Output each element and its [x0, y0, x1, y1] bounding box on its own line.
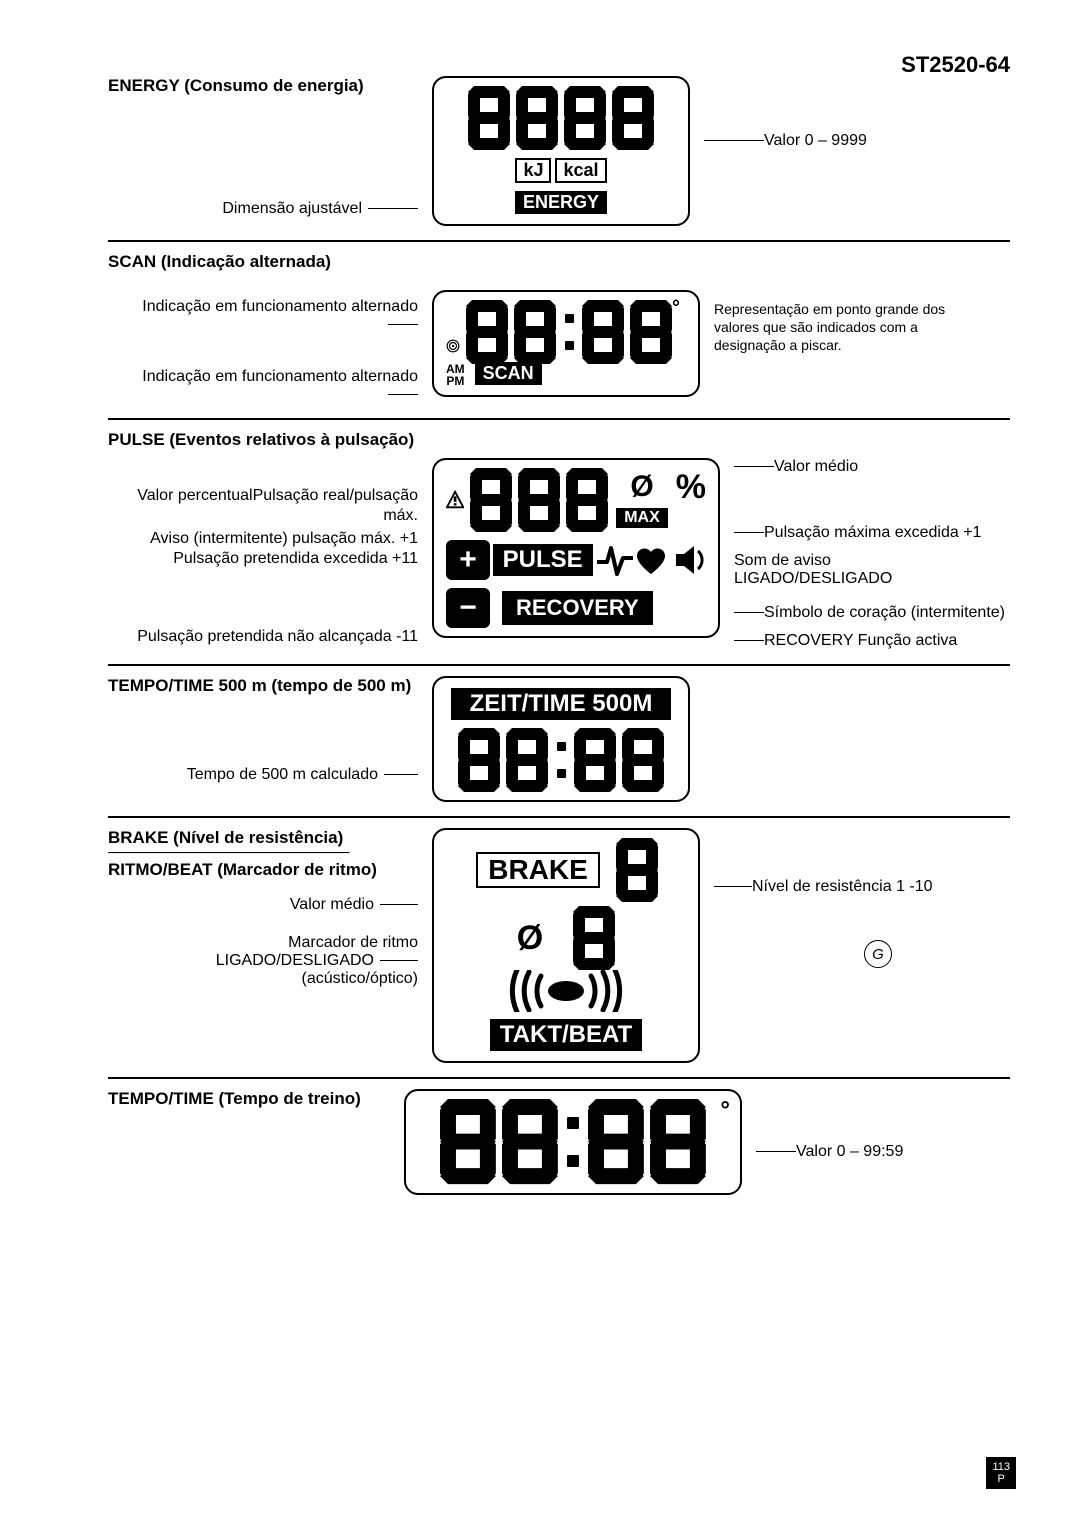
brake-avg-icon: Ø: [517, 919, 543, 958]
scan-title: SCAN (Indicação alternada): [108, 252, 1010, 272]
scan-right-text: Representação em ponto gran­de dos valor…: [714, 301, 945, 353]
speaker-icon: [676, 543, 706, 577]
page-footer: 113 P: [986, 1457, 1016, 1489]
brake-right-1: Nível de resistência 1 -10: [752, 878, 933, 895]
spiral-icon: [446, 328, 460, 364]
degree-icon: °: [672, 297, 680, 320]
scan-badge: SCAN: [475, 362, 542, 385]
takt-badge: TAKT/BEAT: [490, 1019, 642, 1051]
time-display: °: [404, 1089, 742, 1195]
max-badge: MAX: [616, 508, 668, 528]
time500-title: TEMPO/TIME 500 m (tempo de 500 m): [108, 676, 418, 696]
brake-left-4: (acústico/óptico): [302, 970, 419, 987]
time500-header: ZEIT/TIME 500M: [451, 688, 671, 720]
minus-icon: −: [446, 588, 490, 628]
pulse-left-1: Valor percentualPulsação real/pulsação m…: [108, 486, 418, 526]
degree-icon-2: °: [720, 1097, 730, 1125]
time-title: TEMPO/TIME (Tempo de treino): [108, 1089, 418, 1109]
section-scan: SCAN (Indicação alternada) Indicação em …: [108, 252, 1010, 404]
page-number: 113: [992, 1461, 1010, 1473]
energy-digits: [446, 86, 676, 150]
energy-title: ENERGY (Consumo de energia): [108, 76, 418, 96]
pulse-left-3: Pulsação pretendida excedida +11: [108, 550, 418, 568]
pulse-right-1: Valor médio: [774, 458, 858, 475]
section-brake: BRAKE (Nível de resistência) RITMO/BEAT …: [108, 828, 1010, 1063]
energy-badge: ENERGY: [515, 191, 607, 214]
pulse-title: PULSE (Eventos relativos à pulsação): [108, 430, 1010, 450]
brake-title-a: BRAKE (Nível de resistência): [108, 828, 418, 848]
section-energy: ENERGY (Consumo de energia) kJkcal ENERG…: [108, 76, 1010, 226]
pulse-right-5: Símbolo de coração (intermitente): [764, 604, 1005, 621]
page: ST2520-64 ENERGY (Consumo de energia) kJ…: [0, 0, 1080, 1515]
pulse-right-6: RECOVERY Função activa: [764, 632, 957, 649]
time-range: Valor 0 – 99:59: [796, 1143, 903, 1160]
brake-badge: BRAKE: [476, 852, 600, 888]
plus-icon: +: [446, 540, 490, 580]
energy-display: kJkcal ENERGY: [432, 76, 690, 226]
scan-left-2: Indicação em funcionamento alternado: [142, 368, 418, 385]
beat-arc-icon: [471, 970, 661, 1012]
recovery-badge: RECOVERY: [502, 591, 653, 625]
pm-label: PM: [446, 375, 464, 387]
scan-display: ° AMPM SCAN: [432, 290, 700, 397]
section-time500: TEMPO/TIME 500 m (tempo de 500 m) Tempo …: [108, 676, 1010, 802]
brake-title-b: RITMO/BEAT (Marcador de ritmo): [108, 860, 418, 880]
percent-icon: %: [676, 468, 706, 507]
kcal-unit: kcal: [555, 158, 606, 183]
avg-icon: Ø: [630, 470, 653, 504]
heart-wave-icon: [595, 540, 675, 580]
alarm-icon: [446, 480, 464, 520]
circle-g: G: [864, 940, 892, 968]
time500-display: ZEIT/TIME 500M: [432, 676, 690, 802]
brake-left-3: LIGADO/DESLIGADO: [216, 952, 374, 969]
energy-range: Valor 0 – 9999: [764, 132, 867, 149]
energy-left-label: Dimensão ajustável: [222, 200, 362, 217]
section-pulse: PULSE (Eventos relativos à pulsação) Val…: [108, 430, 1010, 650]
pulse-badge: PULSE: [493, 544, 593, 576]
kj-unit: kJ: [515, 158, 551, 183]
pulse-right-4: LIGADO/DESLIGADO: [734, 570, 892, 587]
section-time: TEMPO/TIME (Tempo de treino) ° Valor 0 –…: [108, 1089, 1010, 1195]
brake-left-1: Valor médio: [290, 896, 374, 913]
scan-left-1: Indicação em funcionamento alternado: [142, 298, 418, 315]
model-number: ST2520-64: [901, 52, 1010, 78]
time500-left: Tempo de 500 m calculado: [187, 766, 378, 783]
page-lang: P: [992, 1473, 1010, 1485]
pulse-left-2: Aviso (intermitente) pulsação máx. +1: [108, 530, 418, 548]
pulse-right-3: Som de aviso: [734, 552, 831, 569]
brake-left-2: Marcador de ritmo: [288, 934, 418, 951]
pulse-display: Ø MAX % + PULSE: [432, 458, 720, 638]
pulse-right-2: Pulsação máxima excedida +1: [764, 524, 981, 541]
brake-display: BRAKE Ø TAKT/BEAT: [432, 828, 700, 1063]
pulse-left-4: Pulsação pretendida não alcançada -11: [108, 628, 418, 646]
